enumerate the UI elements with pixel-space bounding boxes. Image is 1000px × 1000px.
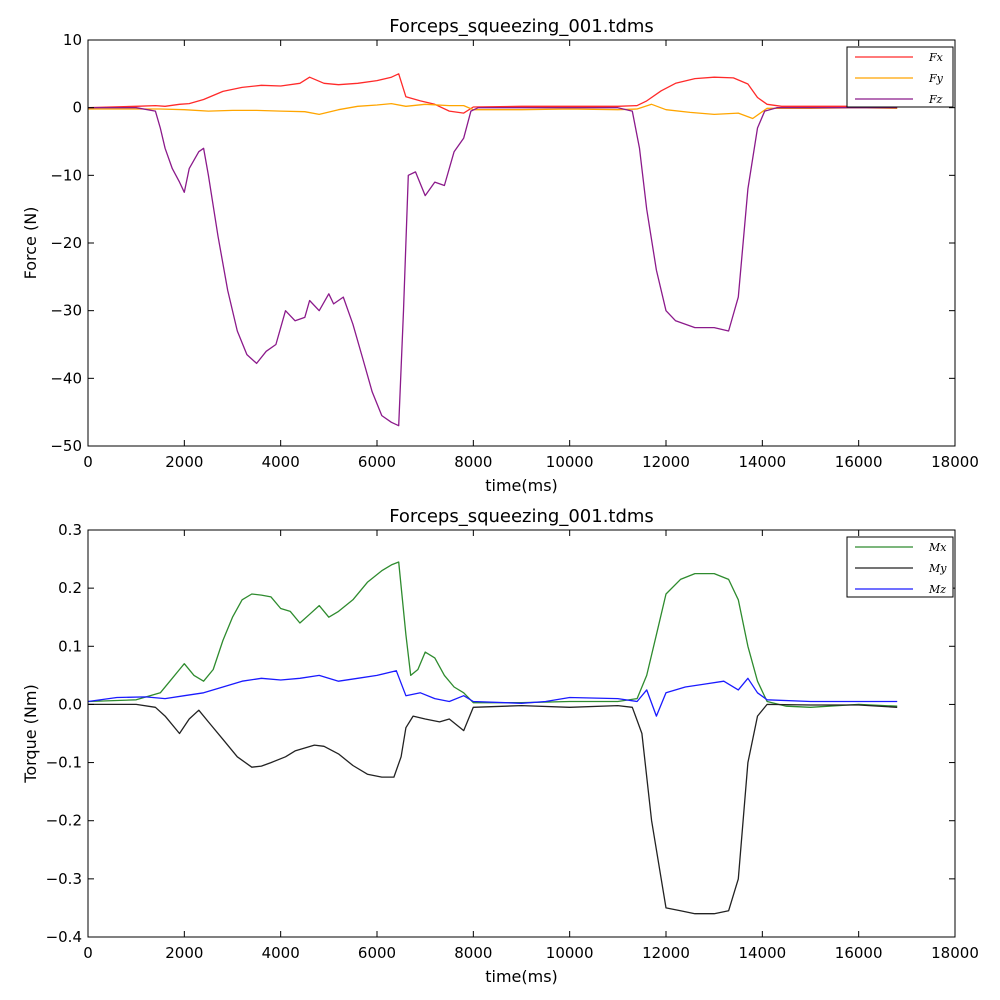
- torque-plot-frame: [87, 529, 956, 938]
- force-legend-label-fy: Fy: [928, 72, 944, 85]
- torque-ytick-label: 0.1: [58, 637, 82, 655]
- force-chart: 0 2000 4000 6000 8000 10000 12000 14000 16000 180…: [21, 16, 979, 495]
- torque-xtick-label: 2000: [165, 944, 203, 962]
- force-legend-label-fx: Fx: [928, 51, 944, 64]
- torque-legend: Mx My Mz: [846, 536, 954, 598]
- torque-legend-label-my: My: [928, 562, 947, 575]
- torque-xtick-label: 8000: [454, 944, 492, 962]
- force-ytick-label: −10: [50, 166, 82, 184]
- torque-chart: 0 2000 4000 6000 8000 10000 12000 14000 16000 180…: [21, 506, 979, 986]
- torque-series-mx-line: [88, 561, 898, 708]
- torque-ytick-label: 0.2: [58, 579, 82, 597]
- torque-ytick-label: −0.2: [46, 812, 82, 830]
- torque-y-axis-label: Torque (Nm): [21, 684, 40, 783]
- torque-xtick-label: 14000: [738, 944, 786, 962]
- force-ytick-label: 10: [63, 31, 82, 49]
- torque-series-my-line: [88, 703, 898, 915]
- force-ytick-label: 0: [72, 99, 82, 117]
- force-xtick-label: 2000: [165, 453, 203, 471]
- torque-xtick-label: 0: [83, 944, 93, 962]
- torque-xtick-label: 6000: [358, 944, 396, 962]
- force-xtick-label: 18000: [931, 453, 979, 471]
- force-series-fy-line: [88, 102, 898, 120]
- force-xtick-label: 16000: [835, 453, 883, 471]
- force-xtick-label: 14000: [738, 453, 786, 471]
- force-chart-title: Forceps_squeezing_001.tdms: [389, 16, 654, 37]
- torque-legend-label-mz: Mz: [928, 583, 946, 596]
- torque-xtick-label: 12000: [642, 944, 690, 962]
- force-y-axis-label: Force (N): [21, 207, 40, 280]
- force-x-axis-label: time(ms): [485, 476, 558, 495]
- force-xtick-label: 8000: [454, 453, 492, 471]
- force-xtick-label: 12000: [642, 453, 690, 471]
- force-ytick-label: −20: [50, 234, 82, 252]
- torque-legend-label-mx: Mx: [928, 541, 947, 554]
- force-xtick-label: 10000: [546, 453, 594, 471]
- force-series-fz-line: [88, 107, 898, 427]
- torque-ytick-label: −0.1: [46, 754, 82, 772]
- force-xtick-label: 4000: [262, 453, 300, 471]
- force-ytick-label: −40: [50, 369, 82, 387]
- force-legend: Fx Fy Fz: [846, 46, 954, 108]
- force-xtick-label: 6000: [358, 453, 396, 471]
- torque-xtick-label: 18000: [931, 944, 979, 962]
- torque-chart-title: Forceps_squeezing_001.tdms: [389, 506, 654, 527]
- force-legend-label-fz: Fz: [928, 93, 943, 106]
- force-xtick-label: 0: [83, 453, 93, 471]
- torque-ytick-label: 0.3: [58, 521, 82, 539]
- torque-ytick-label: −0.4: [46, 928, 82, 946]
- force-ytick-label: −50: [50, 437, 82, 455]
- torque-xtick-label: 4000: [262, 944, 300, 962]
- torque-xtick-label: 10000: [546, 944, 594, 962]
- torque-ytick-label: −0.3: [46, 870, 82, 888]
- torque-series-mz-line: [88, 670, 898, 717]
- force-ytick-label: −30: [50, 302, 82, 320]
- torque-x-axis-label: time(ms): [485, 967, 558, 986]
- torque-ytick-label: 0.0: [58, 695, 82, 713]
- force-series-fx-line: [88, 73, 898, 114]
- torque-xtick-label: 16000: [835, 944, 883, 962]
